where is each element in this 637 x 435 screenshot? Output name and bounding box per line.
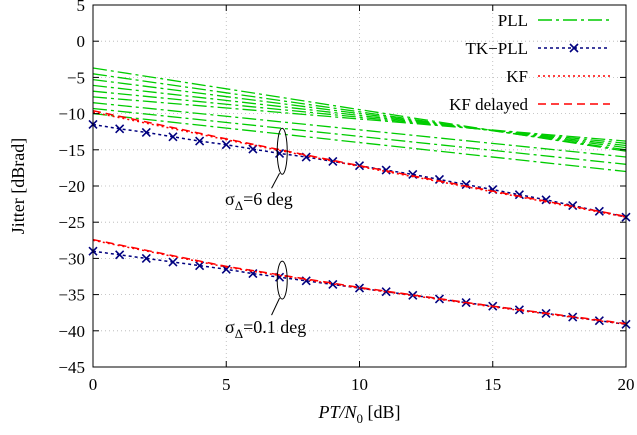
x-axis-label-main: PT/N: [317, 402, 357, 422]
annotation-value: =6 deg: [243, 189, 293, 209]
series-line-pll: [92, 112, 627, 173]
annotation-delta-sub: Δ: [235, 326, 243, 341]
ticks: 0 5 10 15 20 5 0 −5 −10 −15 −20 −25 −30 −35 −40 −45: [58, 0, 634, 394]
x-tick-label: 10: [351, 375, 368, 394]
x-tick-label: 20: [618, 375, 635, 394]
series-line-kf: [92, 239, 627, 326]
y-axis-label: Jitter [dBrad]: [8, 138, 28, 234]
x-axis-label-unit: [dB]: [363, 402, 401, 422]
y-tick-label: 5: [77, 0, 86, 15]
series-layer: [88, 67, 631, 329]
tk-pll-marker: [354, 161, 365, 171]
series-line-pll: [92, 67, 627, 152]
tk-pll-marker: [381, 287, 391, 297]
annotation-ellipses: [271, 127, 288, 316]
x-axis-label-sub: 0: [357, 411, 364, 426]
series-line-kfdelayed: [92, 109, 627, 218]
tk-pll-marker: [115, 124, 125, 134]
legend-swatch-marker: [569, 43, 579, 53]
tk-pll-marker: [141, 127, 151, 137]
y-tick-label: −35: [58, 286, 85, 305]
tk-pll-marker: [328, 156, 338, 166]
tk-pll-marker: [221, 140, 231, 150]
y-tick-label: −20: [58, 177, 85, 196]
tk-pll-marker: [541, 195, 551, 205]
group-ellipse-6deg-pointer: [271, 173, 280, 189]
legend-label: KF: [506, 67, 528, 86]
tk-pll-marker: [168, 257, 178, 267]
series-line-pll: [92, 96, 627, 142]
x-tick-label: 15: [484, 375, 501, 394]
tk-pll-marker: [195, 136, 205, 146]
tk-pll-marker: [328, 279, 338, 290]
series-line-pll: [92, 73, 627, 151]
series-line-pll: [92, 78, 627, 149]
annotation-sigma: σ: [225, 317, 235, 337]
x-axis-label: PT/N0 [dB]: [317, 402, 400, 426]
annotation-delta-sub: Δ: [235, 198, 243, 213]
tk-pll-marker: [514, 190, 524, 200]
group-ellipse-6deg: [276, 127, 288, 175]
x-tick-label: 0: [89, 375, 98, 394]
group-ellipse-0.1deg-pointer: [271, 297, 281, 316]
annotation-value: =0.1 deg: [243, 317, 306, 337]
tk-pll-marker: [168, 132, 178, 142]
y-tick-label: −30: [58, 249, 85, 268]
tk-pll-marker: [115, 250, 125, 260]
y-tick-label: −15: [58, 141, 85, 160]
y-tick-label: −40: [58, 322, 85, 341]
legend-label: KF delayed: [449, 95, 528, 114]
series-line-tkpll: [92, 123, 627, 218]
legend: PLL TK−PLL KF KF delayed: [449, 11, 610, 114]
legend-label: TK−PLL: [466, 39, 528, 58]
tk-pll-marker: [248, 144, 258, 154]
series-line-kf: [92, 111, 627, 218]
y-tick-label: −10: [58, 105, 85, 124]
annotation-sigma: σ: [225, 189, 235, 209]
y-tick-label: 0: [77, 32, 86, 51]
annotation-label: σΔ=0.1 deg: [225, 317, 306, 341]
tk-pll-marker: [408, 290, 418, 300]
legend-label: PLL: [498, 11, 528, 30]
annotation-label: σΔ=6 deg: [225, 189, 293, 213]
y-tick-label: −25: [58, 213, 85, 232]
y-tick-label: −45: [58, 358, 85, 377]
x-tick-label: 5: [222, 375, 231, 394]
series-line-pll: [92, 84, 627, 147]
group-ellipse-0.1deg: [276, 260, 288, 300]
tk-pll-marker: [141, 253, 151, 263]
y-tick-label: −5: [67, 68, 85, 87]
